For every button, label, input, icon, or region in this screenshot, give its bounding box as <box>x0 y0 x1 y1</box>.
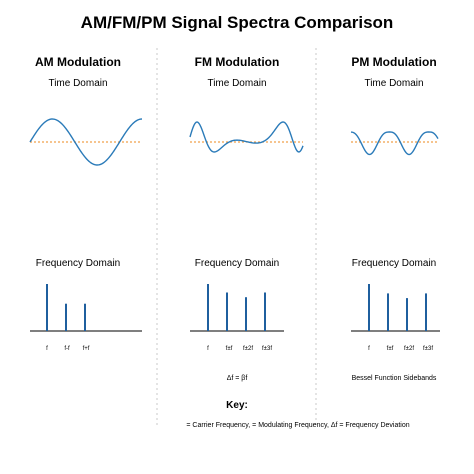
pm-tick-label: f <box>368 346 370 352</box>
pm-time-waveform <box>350 131 439 156</box>
fm-heading: FM Modulation <box>195 55 280 69</box>
fm-tick-label: f±f <box>226 346 233 352</box>
pm-heading: PM Modulation <box>351 55 436 69</box>
page-title: AM/FM/PM Signal Spectra Comparison <box>81 13 394 32</box>
key: Key: = Carrier Frequency, = Modulating F… <box>186 400 409 429</box>
pm-column: PM Modulation Time Domain Frequency Doma… <box>350 55 440 382</box>
fm-time-label: Time Domain <box>207 78 266 89</box>
fm-tick-label: f±2f <box>243 346 253 352</box>
am-time-waveform <box>29 118 143 166</box>
am-tick-label: f-f <box>64 346 70 352</box>
fm-tick-label: f±3f <box>262 346 272 352</box>
am-heading: AM Modulation <box>35 55 121 69</box>
am-frequency-label: Frequency Domain <box>36 258 120 269</box>
fm-time-waveform <box>189 121 304 153</box>
pm-tick-label: f±f <box>387 346 394 352</box>
pm-time-label: Time Domain <box>364 78 423 89</box>
fm-frequency-label: Frequency Domain <box>195 258 279 269</box>
pm-tick-label: f±2f <box>404 346 414 352</box>
pm-frequency-label: Frequency Domain <box>352 258 436 269</box>
fm-column: FM Modulation Time Domain Frequency Doma… <box>189 55 304 382</box>
pm-sideband-note: Bessel Function Sidebands <box>352 375 437 382</box>
am-time-label: Time Domain <box>48 78 107 89</box>
am-tick-label: f <box>46 346 48 352</box>
am-column: AM Modulation Time Domain Frequency Doma… <box>29 55 143 352</box>
am-tick-label: f+f <box>83 346 90 352</box>
fm-deviation-note: Δf = βf <box>227 375 248 382</box>
key-text: = Carrier Frequency, = Modulating Freque… <box>186 422 409 429</box>
pm-tick-label: f±3f <box>423 346 433 352</box>
fm-tick-label: f <box>207 346 209 352</box>
key-heading: Key: <box>226 400 248 411</box>
